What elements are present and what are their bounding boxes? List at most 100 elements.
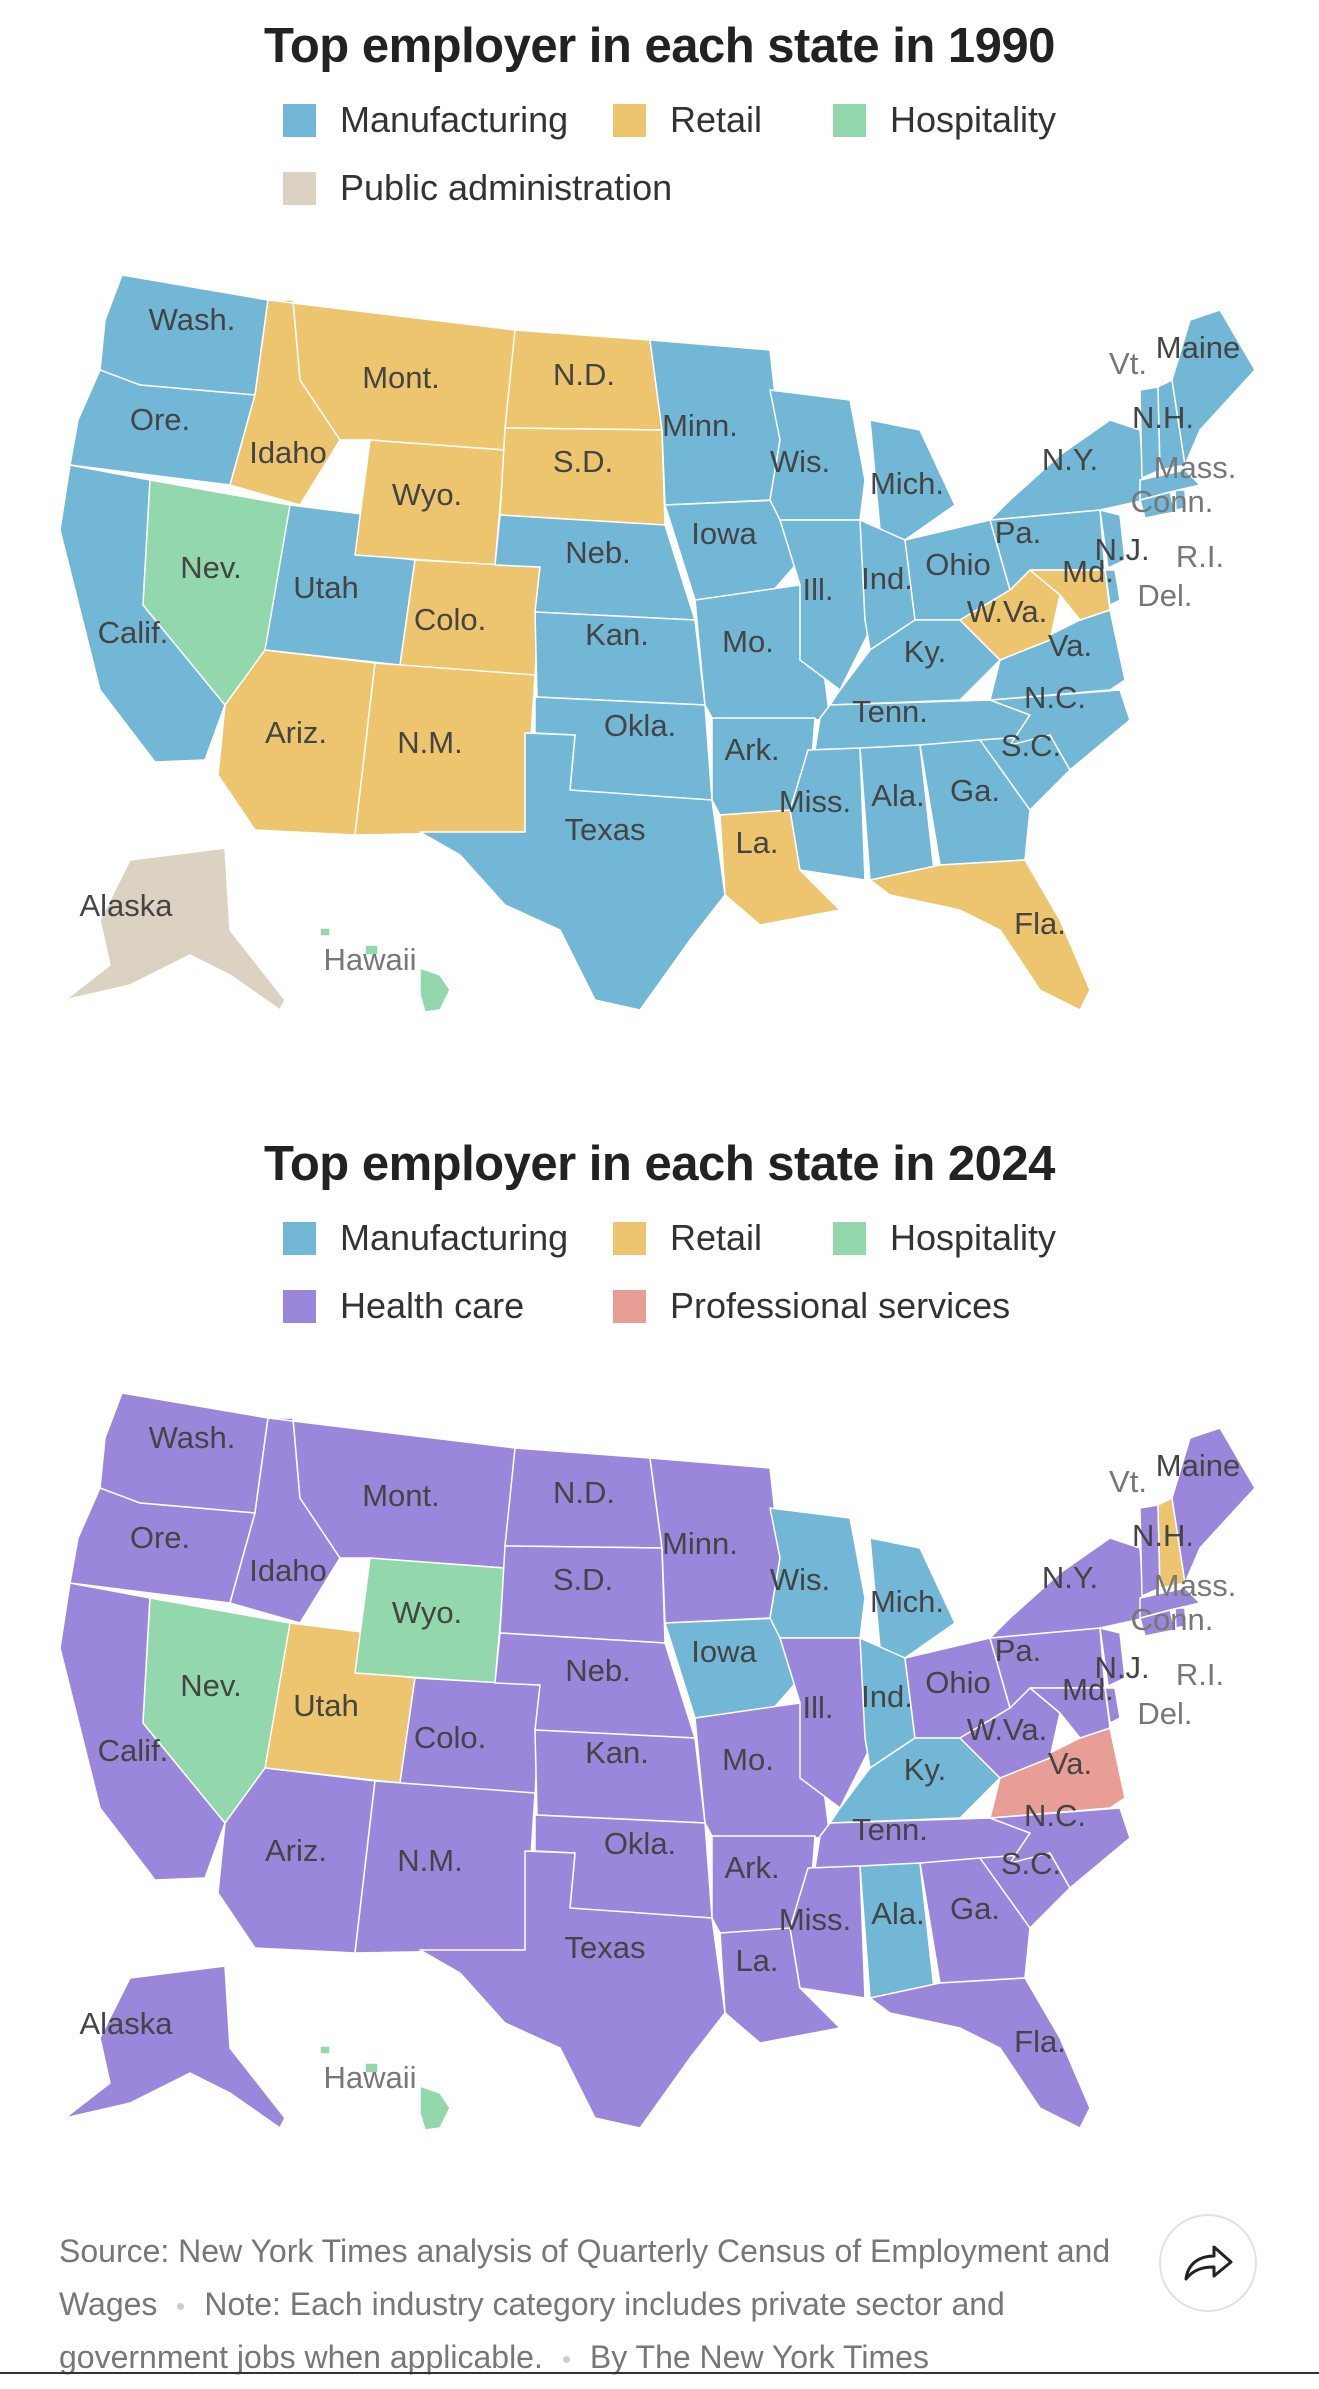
state-label-ala: Ala. — [871, 1896, 924, 1931]
state-maine[interactable] — [1171, 309, 1256, 466]
state-texas[interactable] — [419, 732, 726, 1011]
state-label-md: Md. — [1062, 1672, 1114, 1707]
state-label-ariz: Ariz. — [265, 1833, 327, 1868]
state-label-neb: Neb. — [565, 535, 630, 570]
legend-swatch — [613, 1289, 646, 1323]
state-label-s-d: S.D. — [553, 1562, 613, 1597]
us-map-1990[interactable]: Wash. Ore. Calif. Idaho Nev. Utah Ariz. Mont. Wy… — [0, 0, 1319, 1080]
state-ga[interactable] — [919, 1857, 1031, 1984]
state-iowa[interactable] — [664, 1617, 801, 1719]
state-label-mass: Mass. — [1154, 450, 1237, 485]
state-label-nev: Nev. — [180, 550, 241, 585]
state-label-n-j: N.J. — [1094, 532, 1149, 567]
state-label-colo: Colo. — [414, 1720, 486, 1755]
legend-swatch — [283, 103, 316, 137]
state-texas[interactable] — [419, 1850, 726, 2129]
state-label-texas: Texas — [565, 812, 646, 847]
state-label-w-va: W.Va. — [967, 594, 1047, 629]
state-hawaii[interactable] — [319, 927, 451, 1013]
state-label-ind: Ind. — [861, 561, 913, 596]
legend-swatch — [283, 171, 316, 205]
state-label-n-y: N.Y. — [1042, 1560, 1098, 1595]
state-label-alaska: Alaska — [79, 888, 173, 923]
state-label-n-h: N.H. — [1132, 1518, 1194, 1553]
state-del[interactable] — [1104, 569, 1121, 606]
state-n-j[interactable] — [1099, 1627, 1126, 1687]
state-miss[interactable] — [789, 1865, 866, 1999]
state-label-minn: Minn. — [662, 1526, 738, 1561]
state-label-conn: Conn. — [1131, 484, 1214, 519]
state-label-mich: Mich. — [870, 466, 944, 501]
us-map-2024[interactable]: Wash. Ore. Calif. Idaho Nev. Utah Ariz. Mont. Wy… — [0, 1118, 1319, 2198]
legend-swatch — [283, 1221, 316, 1255]
state-label-minn: Minn. — [662, 408, 738, 443]
state-label-ala: Ala. — [871, 778, 924, 813]
state-label-alaska: Alaska — [79, 2006, 173, 2041]
state-label-okla: Okla. — [604, 708, 676, 743]
share-arrow-icon — [1184, 2245, 1233, 2281]
state-fla[interactable] — [869, 859, 1091, 1011]
state-fla[interactable] — [869, 1977, 1091, 2129]
state-label-s-d: S.D. — [553, 444, 613, 479]
state-label-conn: Conn. — [1131, 1602, 1214, 1637]
state-label-ill: Ill. — [803, 572, 834, 607]
state-label-iowa: Iowa — [691, 516, 757, 551]
state-alaska[interactable] — [64, 847, 286, 1011]
state-label-mass: Mass. — [1154, 1568, 1237, 1603]
state-label-wis: Wis. — [770, 1562, 830, 1597]
state-label-maine: Maine — [1156, 330, 1240, 365]
state-label-n-h: N.H. — [1132, 400, 1194, 435]
state-label-mo: Mo. — [722, 1742, 774, 1777]
legend-swatch — [613, 1221, 646, 1255]
state-label-maine: Maine — [1156, 1448, 1240, 1483]
state-del[interactable] — [1104, 1687, 1121, 1724]
state-miss[interactable] — [789, 747, 866, 881]
state-label-del: Del. — [1137, 1696, 1192, 1731]
legend-item-manufacturing: Manufacturing — [283, 98, 568, 142]
legend-item-retail: Retail — [613, 1216, 762, 1260]
state-label-n-y: N.Y. — [1042, 442, 1098, 477]
state-mich[interactable] — [869, 1537, 956, 1659]
state-maine[interactable] — [1171, 1427, 1256, 1584]
legend-item-hospitality: Hospitality — [833, 98, 1056, 142]
state-md[interactable] — [1029, 569, 1111, 621]
state-label-kan: Kan. — [585, 617, 649, 652]
state-label-fla: Fla. — [1014, 906, 1066, 941]
legend-swatch — [613, 103, 646, 137]
state-label-ind: Ind. — [861, 1679, 913, 1714]
legend-item-professional-services: Professional services — [613, 1284, 1010, 1328]
state-label-n-m: N.M. — [397, 1843, 462, 1878]
state-ga[interactable] — [919, 739, 1031, 866]
state-mich[interactable] — [869, 419, 956, 541]
state-label-tenn: Tenn. — [852, 694, 928, 729]
state-mass[interactable] — [1139, 469, 1201, 501]
legend-item-public-administration: Public administration — [283, 166, 672, 210]
state-label-n-j: N.J. — [1094, 1650, 1149, 1685]
map-title-1990: Top employer in each state in 1990 — [264, 19, 1055, 73]
legend-swatch — [833, 103, 866, 137]
state-iowa[interactable] — [664, 499, 801, 601]
state-n-c[interactable] — [989, 1807, 1131, 1889]
state-label-miss: Miss. — [779, 784, 851, 819]
map-section-1990: Wash. Ore. Calif. Idaho Nev. Utah Ariz. Mont. Wy… — [0, 0, 1319, 1080]
state-alaska[interactable] — [64, 1965, 286, 2129]
state-label-va: Va. — [1048, 628, 1092, 663]
state-hawaii[interactable] — [319, 2045, 451, 2131]
state-label-ky: Ky. — [904, 1752, 947, 1787]
state-label-pa: Pa. — [995, 1633, 1042, 1668]
state-label-del: Del. — [1137, 578, 1192, 613]
state-label-wyo: Wyo. — [392, 1595, 462, 1630]
state-mass[interactable] — [1139, 1587, 1201, 1619]
state-label-mich: Mich. — [870, 1584, 944, 1619]
state-n-c[interactable] — [989, 689, 1131, 771]
state-label-s-c: S.C. — [1001, 728, 1061, 763]
state-n-j[interactable] — [1099, 509, 1126, 569]
state-label-kan: Kan. — [585, 1735, 649, 1770]
legend-swatch — [283, 1289, 316, 1323]
state-md[interactable] — [1029, 1687, 1111, 1739]
share-button[interactable] — [1159, 2214, 1257, 2312]
state-label-ohio: Ohio — [925, 1665, 990, 1700]
bottom-rule — [0, 2372, 1319, 2374]
note-text: Note: Each industry category includes pr… — [59, 2286, 1005, 2375]
source-note: Source: New York Times analysis of Quart… — [59, 2225, 1159, 2384]
